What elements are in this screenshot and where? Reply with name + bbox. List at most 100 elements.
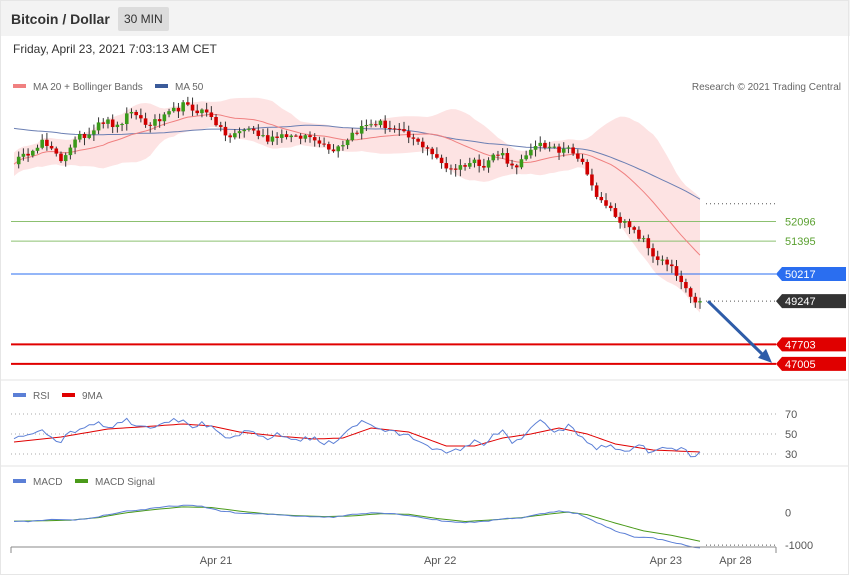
legend-ma20: MA 20 + Bollinger Bands <box>33 82 143 93</box>
candle-body <box>477 159 481 166</box>
candle-body <box>491 154 496 161</box>
ma20-line <box>13 113 701 256</box>
candle-body <box>317 140 322 144</box>
candle-body <box>416 138 420 142</box>
candle-body <box>200 109 204 114</box>
candle-body <box>63 155 68 162</box>
time-label: Apr 28 <box>719 555 751 567</box>
candle-body <box>129 111 134 114</box>
candle-body <box>552 146 557 148</box>
time-axis: Apr 21 Apr 22 Apr 23 Apr 28 <box>10 546 777 567</box>
candle-body <box>308 135 312 138</box>
candle-body <box>68 147 73 156</box>
level-tag-49247 <box>776 294 846 309</box>
price-chart: 52096 51395 50217 49247 47703 47005 <box>11 96 846 371</box>
candle-body <box>378 120 383 126</box>
candle-body <box>571 147 575 154</box>
candle-body <box>482 165 486 168</box>
rsi-line <box>13 417 701 458</box>
timeframe-badge[interactable]: 30 MIN <box>118 7 169 31</box>
level-label-49247: 49247 <box>785 296 816 308</box>
macd-chart: 0 -1000 <box>13 504 813 552</box>
candle-body <box>21 153 26 157</box>
candle-body <box>566 147 571 149</box>
candle-body <box>627 221 632 228</box>
candle-body <box>439 157 444 164</box>
candle-body <box>359 126 364 134</box>
candle-body <box>449 168 453 170</box>
candle-body <box>92 130 96 135</box>
candle-body <box>547 146 552 148</box>
level-label-47703: 47703 <box>785 339 816 351</box>
candle-body <box>646 238 651 249</box>
candle-body <box>514 165 519 168</box>
bollinger-band <box>14 97 700 313</box>
candle-body <box>594 185 599 197</box>
candle-body <box>233 133 237 138</box>
candle-body <box>505 153 510 164</box>
candle-body <box>106 119 110 124</box>
candle-body <box>162 114 167 122</box>
candle-body <box>35 147 40 151</box>
candle-body <box>303 135 308 139</box>
rsi-chart: 70 50 30 <box>11 409 797 461</box>
candle-body <box>26 153 30 156</box>
candle-body <box>529 149 533 156</box>
candle-body <box>496 154 500 156</box>
candle-body <box>256 130 261 136</box>
candle-body <box>665 259 669 265</box>
candle-body <box>237 131 242 134</box>
candle-body <box>632 227 637 230</box>
candle-body <box>580 158 585 162</box>
candle-body <box>157 119 162 122</box>
candle-body <box>674 266 679 276</box>
legend-swatch-macd-signal <box>75 479 88 483</box>
candle-body <box>373 124 378 126</box>
candle-body <box>364 125 369 127</box>
report-timestamp: Friday, April 23, 2021 7:03:13 AM CET <box>13 42 217 56</box>
level-tag-47703 <box>776 337 846 352</box>
candle-body <box>397 128 402 130</box>
ma50-line <box>13 124 701 200</box>
candle-body <box>467 163 472 167</box>
candle-body <box>500 153 505 156</box>
legend-macd-signal: MACD Signal <box>95 477 155 488</box>
candle-body <box>124 113 129 125</box>
candle-body <box>618 216 622 223</box>
candle-body <box>110 119 115 128</box>
candle-body <box>693 296 698 303</box>
candle-body <box>458 165 463 170</box>
candle-body <box>298 135 303 139</box>
candle-body <box>435 154 439 158</box>
candle-body <box>181 102 185 112</box>
candle-body <box>486 160 491 168</box>
candle-body <box>355 132 359 134</box>
time-label: Apr 21 <box>200 555 232 567</box>
legend-macd: MACD <box>33 477 62 488</box>
projection-arrow-head <box>758 348 772 363</box>
candle-body <box>420 141 425 148</box>
candle-body <box>641 238 646 240</box>
candle-body <box>171 107 176 112</box>
rsi-tick-70: 70 <box>785 409 797 421</box>
candle-body <box>585 161 590 175</box>
macd-line <box>13 504 701 549</box>
projection-arrow <box>706 300 766 357</box>
legend-swatch-ma20 <box>13 84 26 88</box>
candle-body <box>228 135 232 138</box>
level-label-47005: 47005 <box>785 359 816 371</box>
legend-swatch-macd <box>13 479 26 483</box>
legend-ma50: MA 50 <box>175 82 204 93</box>
level-label-51395: 51395 <box>785 236 816 248</box>
legend-rsi: RSI <box>33 391 50 402</box>
candle-body <box>214 117 218 126</box>
candle-body <box>402 129 406 132</box>
candle-body <box>331 149 336 152</box>
candle-body <box>45 139 49 146</box>
candle-body <box>519 159 524 168</box>
candle-body <box>16 156 21 165</box>
time-label: Apr 23 <box>650 555 682 567</box>
level-tag-50217 <box>776 267 846 282</box>
candle-body <box>576 153 580 159</box>
